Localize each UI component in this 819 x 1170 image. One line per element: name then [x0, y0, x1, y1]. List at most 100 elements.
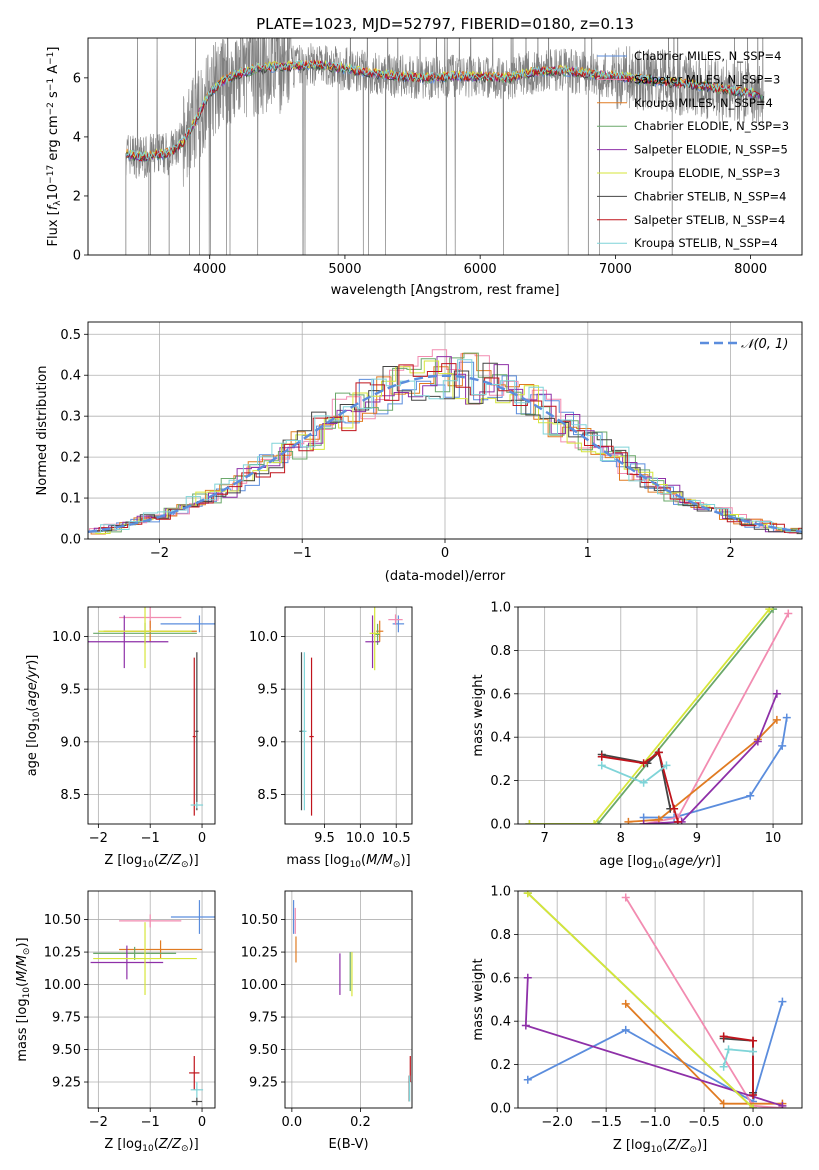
weight_vs_age-marker-salpeter_stelib	[673, 817, 682, 824]
spectrum-ytick-label: 2	[73, 189, 81, 204]
weight_vs_age-marker-salpeter_elodie	[639, 820, 648, 824]
mass_vs_ebv-ytick-label: 9.25	[249, 1076, 278, 1091]
age_vs_mass-xtick-label: 10.0	[346, 831, 375, 846]
weight_vs_age-xtick-label: 8	[617, 831, 625, 846]
age_vs_mass-point-salpeter_miles	[388, 614, 403, 625]
weight_vs_age-marker-salpeter_miles	[784, 609, 793, 618]
mass_vs_Z-point-chabrier_elodie	[93, 946, 177, 960]
weight_vs_Z-xtick-label: −0.5	[688, 1115, 720, 1130]
weight_vs_age-marker-salpeter_elodie	[772, 689, 781, 698]
weight_vs_age-ytick-label: 1.0	[490, 601, 511, 616]
weight_vs_Z-marker-kroupa_miles	[621, 999, 630, 1008]
weight_vs_Z-ytick-label: 0.0	[490, 1102, 511, 1117]
spectrum-xlabel: wavelength [Angstrom, rest frame]	[331, 283, 560, 298]
mass_vs_Z-point-chabrier_stelib	[191, 1097, 203, 1106]
age_vs_Z-plot-area	[88, 607, 215, 816]
age_vs_Z-point-chabrier_miles	[160, 615, 215, 633]
weight_vs_Z-marker-chabrier_miles	[778, 997, 787, 1006]
legend-label-salpeter_stelib: Salpeter STELIB, N_SSP=4	[634, 213, 785, 227]
mass_vs_Z-ytick-label: 10.50	[44, 913, 81, 928]
age_vs_mass-xtick-label: 9.5	[314, 831, 335, 846]
mass_vs_Z-point-salpeter_stelib	[189, 1056, 200, 1090]
weight_vs_Z-plot-area	[521, 891, 787, 1108]
mass_vs_Z-xtick-label: −2	[89, 1115, 108, 1130]
mass_vs_ebv-xtick-label: 0.2	[350, 1115, 371, 1130]
weight_vs_Z-marker-kroupa_miles	[719, 1099, 728, 1108]
weight_vs_age-frame	[517, 606, 803, 825]
mass_vs_Z-xtick-label: 0	[198, 1115, 206, 1130]
residuals-ytick-label: 0.3	[60, 410, 81, 425]
weight_vs_Z-marker-kroupa_stelib	[724, 1045, 733, 1054]
age_vs_mass-point-kroupa_stelib	[302, 652, 307, 811]
residuals-xtick-label: −2	[150, 546, 169, 561]
age_vs_Z-xtick-label: −1	[141, 831, 160, 846]
spectrum-frame	[87, 37, 803, 256]
weight_vs_age-ytick-label: 0.6	[490, 687, 511, 702]
age_vs_Z-ytick-label: 8.5	[60, 788, 81, 803]
weight_vs_Z-marker-kroupa_stelib	[719, 1062, 728, 1071]
age_vs_Z-ytick-label: 9.0	[60, 735, 81, 750]
mass_vs_Z-ylabel: mass [log10(M/M⊙)]	[15, 937, 32, 1061]
weight_vs_age-ytick-label: 0.8	[490, 644, 511, 659]
weight_vs_age-plot-area	[525, 607, 793, 824]
residuals-plot-area	[88, 349, 802, 535]
age_vs_Z-point-salpeter_stelib	[192, 657, 196, 816]
age_vs_Z-frame	[87, 606, 216, 825]
mass_vs_ebv-ytick-label: 10.50	[241, 913, 278, 928]
age_vs_mass-point-kroupa_elodie	[369, 607, 380, 671]
spectrum-legend: Chabrier MILES, N_SSP=4 Salpeter MILES, N…	[597, 49, 789, 250]
weight_vs_age-xtick-label: 9	[693, 831, 701, 846]
residuals-ylabel: Normed distribution	[35, 366, 50, 496]
age_vs_mass-xtick-label: 10.5	[382, 831, 411, 846]
weight_vs_Z-ytick-label: 0.2	[490, 1058, 511, 1073]
residuals-hist-kroupa_stelib	[88, 359, 802, 533]
mass_vs_ebv-ytick-label: 10.25	[241, 946, 278, 961]
weight_vs_Z-series-chabrier_miles	[527, 1001, 784, 1103]
weight_vs_Z-marker-salpeter_elodie	[778, 1101, 787, 1108]
mass_vs_ebv-axes: 0.0 0.2 9.25 9.50 9.75 10.00 10.25 10.50	[241, 891, 412, 1130]
age_vs_mass-ytick-label: 9.0	[257, 735, 278, 750]
weight_vs_Z-ytick-label: 0.4	[490, 1015, 511, 1030]
weight_vs_age-marker-kroupa_elodie	[525, 820, 534, 824]
age_vs_Z-xlabel: Z [log10(Z/Z⊙)]	[104, 853, 198, 870]
age_vs_Z-point-chabrier_stelib	[195, 652, 199, 811]
spectrum-model-salpeter_stelib	[125, 59, 761, 162]
age_vs_mass-point-salpeter_elodie	[365, 615, 380, 669]
residuals-xtick-label: 1	[584, 546, 592, 561]
residuals-xtick-label: 0	[441, 546, 449, 561]
weight_vs_Z-marker-kroupa_elodie	[749, 1104, 758, 1108]
mass_vs_Z-point-kroupa_elodie	[93, 922, 197, 995]
age_vs_mass-ytick-label: 10.0	[249, 630, 278, 645]
weight_vs_Z-marker-salpeter_elodie	[521, 1021, 530, 1030]
weight_vs_age-marker-kroupa_stelib	[662, 761, 671, 770]
weight_vs_age-marker-salpeter_elodie	[753, 737, 762, 746]
weight_vs_age-axes: 7 8 9 10 0.0 0.2 0.4 0.6 0.8 1.0	[490, 601, 802, 846]
age_vs_mass-xlabel: mass [log10(M/M⊙)]	[286, 853, 410, 870]
mass_vs_ebv-frame	[284, 890, 413, 1109]
age_vs_mass-ytick-label: 9.5	[257, 683, 278, 698]
weight_vs_age-ytick-label: 0.2	[490, 774, 511, 789]
weight_vs_Z-marker-chabrier_miles	[621, 1025, 630, 1034]
age_vs_Z-xtick-label: 0	[198, 831, 206, 846]
residuals-axes: −2 −1 0 1 2 0.0 0.1 0.2 0.3 0.4 0.5	[60, 322, 802, 561]
weight_vs_Z-marker-salpeter_miles	[621, 893, 630, 902]
legend-label-kroupa_elodie: Kroupa ELODIE, N_SSP=3	[634, 166, 780, 180]
chart-title: PLATE=1023, MJD=52797, FIBERID=0180, z=0…	[256, 15, 634, 33]
spectrum-xtick-label: 5000	[328, 262, 361, 277]
weight_vs_age-xtick-label: 10	[765, 831, 782, 846]
spectrum-plot-area	[125, 38, 765, 255]
mass_vs_Z-ytick-label: 10.00	[44, 978, 81, 993]
weight_vs_age-xtick-label: 7	[541, 831, 549, 846]
mass_vs_Z-point-kroupa_stelib	[190, 1082, 204, 1098]
age_vs_mass-plot-area	[299, 607, 405, 816]
mass_vs_Z-plot-area	[90, 900, 215, 1106]
spectrum-xtick-label: 8000	[734, 262, 767, 277]
weight_vs_Z-xtick-label: −2.0	[541, 1115, 573, 1130]
legend-label-salpeter_miles: Salpeter MILES, N_SSP=3	[634, 72, 780, 86]
spectrum-axes: 4000 5000 6000 7000 8000 0 2 4 6	[73, 71, 767, 277]
mass_vs_Z-point-salpeter_miles	[119, 914, 182, 928]
weight_vs_Z-series-salpeter_elodie	[524, 977, 783, 1107]
weight_vs_age-series-salpeter_elodie	[643, 693, 778, 824]
spectrum-ytick-label: 0	[73, 249, 81, 264]
mass_vs_ebv-ytick-label: 9.75	[249, 1011, 278, 1026]
